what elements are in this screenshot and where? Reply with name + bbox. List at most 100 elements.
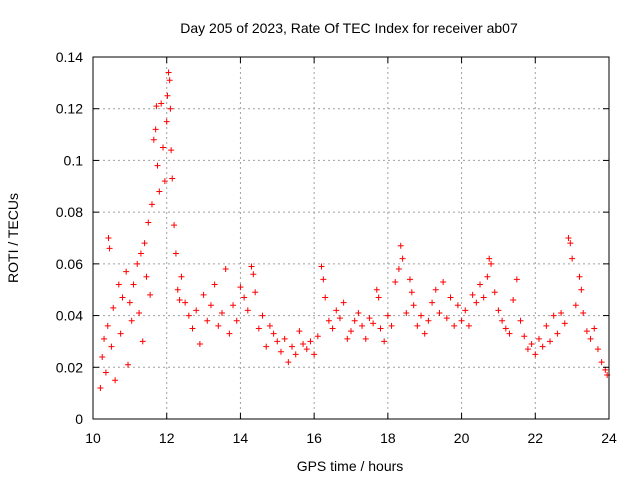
data-point [418, 312, 425, 319]
data-point [495, 307, 502, 314]
x-tick-label: 18 [380, 430, 396, 446]
y-tick-label: 0 [75, 411, 83, 427]
x-tick-label: 12 [159, 430, 175, 446]
data-point [230, 302, 237, 309]
data-point [266, 322, 273, 329]
data-point [259, 312, 266, 319]
data-point [561, 320, 568, 327]
data-point [165, 69, 172, 76]
data-point [137, 250, 144, 257]
data-point [528, 341, 535, 348]
data-point [408, 289, 415, 296]
y-tick-label: 0.06 [56, 256, 83, 272]
data-point [219, 309, 225, 316]
data-point [473, 299, 480, 306]
data-point [125, 361, 132, 368]
data-point [395, 266, 402, 273]
data-point [117, 330, 124, 337]
data-point [429, 299, 436, 306]
data-point [139, 338, 146, 345]
x-tick-label: 24 [601, 430, 617, 446]
data-point [432, 286, 439, 293]
data-point [506, 330, 513, 337]
data-point [123, 268, 130, 275]
data-point [97, 384, 104, 391]
data-point [567, 240, 574, 247]
data-point [576, 273, 583, 280]
data-point [172, 250, 179, 257]
data-point [130, 281, 137, 288]
data-point [141, 240, 148, 247]
data-point [215, 322, 222, 329]
data-point [351, 317, 358, 324]
data-point [484, 273, 491, 280]
data-point [128, 317, 135, 324]
data-point [569, 255, 576, 262]
data-point [274, 338, 281, 345]
data-point [580, 309, 587, 316]
data-point [344, 335, 351, 342]
data-point [477, 281, 483, 288]
data-point [160, 144, 167, 151]
data-point [355, 309, 362, 316]
data-point [153, 103, 160, 110]
data-point [171, 222, 178, 229]
data-point [513, 276, 520, 283]
data-point [565, 235, 572, 241]
data-point [598, 359, 605, 366]
data-point [314, 333, 321, 340]
data-point [348, 328, 354, 335]
data-point [462, 307, 469, 314]
data-point [532, 351, 539, 358]
data-point [207, 302, 214, 309]
data-point [443, 315, 450, 322]
x-tick-label: 14 [233, 430, 249, 446]
data-point [336, 315, 343, 322]
data-point [134, 260, 141, 267]
data-point [329, 325, 336, 332]
data-point [465, 322, 472, 329]
data-point [182, 299, 189, 306]
data-point [384, 312, 391, 319]
data-point [241, 294, 248, 301]
data-point [163, 118, 170, 125]
data-point [101, 335, 108, 342]
x-tick-label: 20 [454, 430, 470, 446]
data-point [425, 317, 432, 324]
data-point [263, 343, 270, 350]
data-point [591, 325, 598, 332]
data-point [414, 322, 421, 329]
data-point [320, 276, 327, 283]
data-point [237, 284, 244, 291]
data-point [362, 335, 369, 342]
data-point [480, 294, 487, 301]
data-point [524, 346, 531, 353]
data-point [252, 289, 259, 296]
data-point [491, 289, 498, 296]
data-point [572, 302, 579, 309]
data-point [587, 335, 594, 342]
data-point [458, 317, 465, 324]
axes: 10 12 14 16 18 20 22 24 0 0.02 0.04 0.06 0.08 0.1 0.12… [56, 49, 617, 446]
data-point [436, 309, 443, 316]
data-point [359, 322, 366, 329]
data-point [602, 366, 609, 373]
y-tick-label: 0.08 [56, 204, 83, 220]
data-point [99, 353, 106, 360]
data-point [296, 328, 303, 335]
data-point [277, 348, 284, 355]
data-point [373, 286, 380, 293]
data-point [292, 351, 299, 358]
data-point [226, 330, 233, 337]
data-point [174, 286, 181, 293]
data-point [521, 333, 528, 340]
data-point [311, 351, 318, 358]
data-point [158, 100, 165, 107]
data-point [510, 297, 517, 304]
data-point [285, 359, 292, 366]
data-point [106, 245, 113, 252]
data-point [119, 294, 126, 301]
data-point [392, 278, 399, 285]
data-point [303, 346, 310, 353]
